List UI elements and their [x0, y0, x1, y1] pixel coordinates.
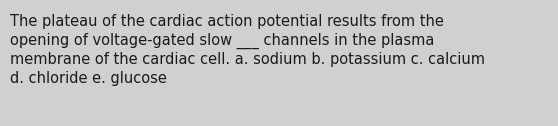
Text: The plateau of the cardiac action potential results from the: The plateau of the cardiac action potent…: [10, 14, 444, 29]
Text: opening of voltage-gated slow ___ channels in the plasma: opening of voltage-gated slow ___ channe…: [10, 33, 434, 49]
Text: membrane of the cardiac cell. a. sodium b. potassium c. calcium: membrane of the cardiac cell. a. sodium …: [10, 52, 485, 67]
Text: d. chloride e. glucose: d. chloride e. glucose: [10, 71, 167, 86]
